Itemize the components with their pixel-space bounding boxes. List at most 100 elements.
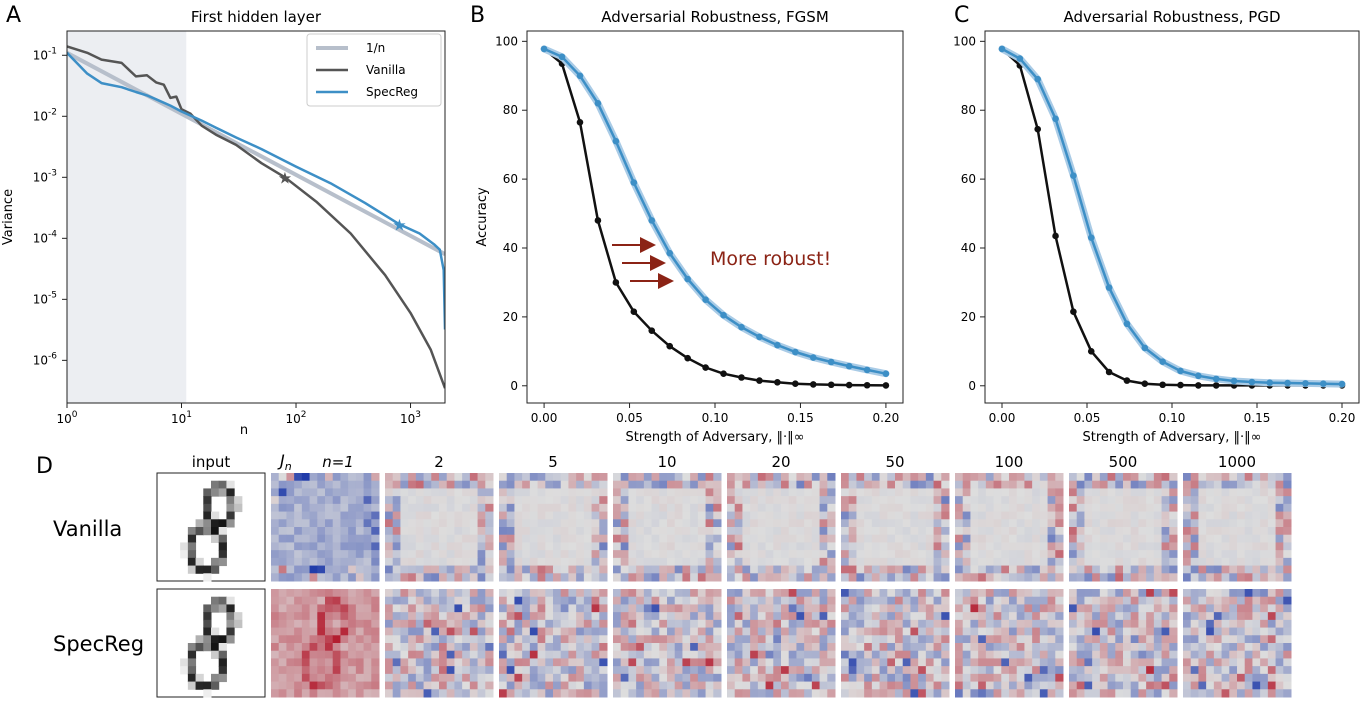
specreg-jacobian-pixel <box>454 619 463 629</box>
vanilla-jacobian-pixel <box>1123 550 1132 559</box>
vanilla-jacobian-pixel <box>522 565 531 574</box>
vanilla-jacobian-pixel <box>545 480 554 489</box>
specreg-jacobian-pixel <box>1275 643 1284 652</box>
vanilla-jacobian-pixel <box>713 488 722 497</box>
vanilla-jacobian-pixel <box>325 534 334 543</box>
vanilla-jacobian-pixel <box>628 542 637 551</box>
vanilla-jacobian-pixel <box>317 488 326 497</box>
vanilla-jacobian-pixel <box>962 496 971 505</box>
vanilla-jacobian-pixel <box>301 496 311 505</box>
vanilla-jacobian-pixel <box>325 557 334 567</box>
vanilla-jacobian-pixel <box>856 519 865 528</box>
vanilla-jacobian-pixel <box>278 565 287 574</box>
specreg-jacobian-pixel <box>1039 681 1049 690</box>
specreg-jacobian-pixel <box>560 612 569 621</box>
specreg-jacobian-pixel <box>848 604 857 613</box>
vanilla-jacobian-pixel <box>1032 527 1041 536</box>
specreg-jacobian-pixel <box>651 589 660 598</box>
specreg-jacobian-pixel <box>757 612 767 621</box>
vanilla-jacobian-pixel <box>620 503 629 513</box>
vanilla-point <box>1034 125 1041 133</box>
vanilla-jacobian-pixel <box>553 565 562 574</box>
vanilla-jacobian-pixel <box>864 527 873 536</box>
specreg-jacobian-pixel <box>955 689 964 698</box>
vanilla-jacobian-pixel <box>690 480 699 489</box>
vanilla-jacobian-pixel <box>985 511 995 520</box>
specreg-jacobian-pixel <box>1221 589 1230 598</box>
specreg-jacobian-pixel <box>636 627 645 636</box>
vanilla-jacobian-pixel <box>827 496 836 505</box>
specreg-jacobian-pixel <box>713 666 722 675</box>
vanilla-jacobian-pixel <box>560 550 569 559</box>
vanilla-jacobian-pixel <box>781 534 790 543</box>
specreg-jacobian-pixel <box>1267 658 1277 667</box>
vanilla-jacobian-pixel <box>705 511 714 520</box>
vanilla-jacobian-pixel <box>537 527 546 536</box>
vanilla-jacobian-pixel <box>454 534 463 543</box>
specreg-jacobian-pixel <box>705 666 714 675</box>
specreg-jacobian-pixel <box>477 627 486 636</box>
vanilla-jacobian-pixel <box>910 573 919 582</box>
vanilla-jacobian-pixel <box>781 557 790 567</box>
vanilla-jacobian-pixel <box>788 550 797 559</box>
vanilla-jacobian-pixel <box>970 480 979 489</box>
specreg-jacobian-pixel <box>1161 589 1170 598</box>
vanilla-jacobian-pixel <box>1138 473 1147 482</box>
vanilla-jacobian-pixel <box>1024 480 1033 489</box>
vanilla-jacobian-pixel <box>620 557 629 567</box>
vanilla-jacobian-pixel <box>1229 496 1238 505</box>
vanilla-jacobian-pixel <box>1055 511 1064 520</box>
specreg-jacobian-pixel <box>400 650 409 659</box>
vanilla-jacobian-pixel <box>454 488 463 497</box>
specreg-jacobian-pixel <box>446 627 455 636</box>
vanilla-jacobian-pixel <box>659 527 668 536</box>
specreg-jacobian-pixel <box>804 635 813 644</box>
vanilla-jacobian-pixel <box>734 542 743 551</box>
specreg-jacobian-pixel <box>1183 635 1192 644</box>
specreg-jacobian-pixel <box>819 627 828 636</box>
vanilla-jacobian-pixel <box>1130 503 1139 513</box>
chart-a-title: First hidden layer <box>191 8 322 26</box>
specreg-jacobian-pixel <box>309 604 318 613</box>
specreg-jacobian-pixel <box>1115 619 1124 629</box>
specreg-jacobian-pixel <box>1099 635 1109 644</box>
specreg-jacobian-pixel <box>1084 604 1093 613</box>
vanilla-jacobian-pixel <box>576 496 585 505</box>
specreg-jacobian-pixel <box>742 635 751 644</box>
specreg-jacobian-pixel <box>568 589 577 598</box>
vanilla-jacobian-pixel <box>294 550 303 559</box>
vanilla-jacobian-pixel <box>1016 527 1025 536</box>
chart-b-xtick-label: 0.00 <box>531 411 558 425</box>
specreg-jacobian-pixel <box>682 666 691 675</box>
specreg-jacobian-pixel <box>925 596 935 605</box>
vanilla-jacobian-pixel <box>340 496 349 505</box>
vanilla-jacobian-pixel <box>348 488 357 497</box>
specreg-jacobian-pixel <box>910 612 919 621</box>
vanilla-jacobian-pixel <box>1190 473 1199 482</box>
vanilla-jacobian-pixel <box>895 480 904 489</box>
specreg-jacobian-pixel <box>1084 596 1093 605</box>
specreg-jacobian-pixel <box>841 643 850 652</box>
specreg-jacobian-pixel <box>363 619 372 629</box>
specreg-jacobian-pixel <box>469 650 479 659</box>
specreg-jacobian-pixel <box>978 650 987 659</box>
specreg-jacobian-pixel <box>568 673 577 683</box>
specreg-point <box>1105 284 1113 291</box>
specreg-jacobian-pixel <box>978 627 987 636</box>
vanilla-jacobian-pixel <box>392 557 401 567</box>
vanilla-jacobian-pixel <box>811 573 821 582</box>
specreg-jacobian-pixel <box>1024 627 1033 636</box>
specreg-jacobian-pixel <box>1115 596 1124 605</box>
specreg-jacobian-pixel <box>415 673 425 683</box>
vanilla-jacobian-pixel <box>819 534 828 543</box>
specreg-jacobian-pixel <box>713 650 722 659</box>
specreg-jacobian-pixel <box>925 627 935 636</box>
vanilla-jacobian-pixel <box>1190 534 1199 543</box>
specreg-jacobian-pixel <box>1069 650 1078 659</box>
specreg-jacobian-pixel <box>431 635 440 644</box>
vanilla-jacobian-pixel <box>955 550 964 559</box>
specreg-jacobian-pixel <box>529 604 539 613</box>
specreg-jacobian-pixel <box>925 619 935 629</box>
vanilla-jacobian-pixel <box>317 527 326 536</box>
vanilla-jacobian-pixel <box>1039 503 1049 513</box>
